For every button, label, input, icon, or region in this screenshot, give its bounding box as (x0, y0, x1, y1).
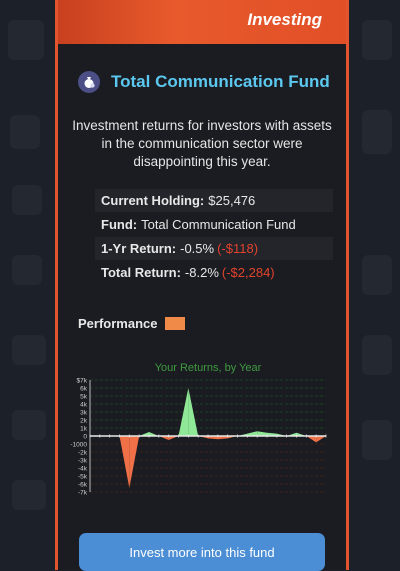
return-area-segment (267, 432, 277, 436)
performance-swatch (165, 317, 186, 330)
fund-label: Fund: (101, 217, 138, 232)
y-tick-label: 2k (80, 418, 88, 425)
header-title: Investing (247, 10, 322, 29)
fund-description: Investment returns for investors with as… (72, 118, 332, 169)
y-tick-label: -7k (78, 490, 88, 497)
chart-title: Your Returns, by Year (155, 362, 262, 374)
return-area-segment (158, 436, 169, 440)
fund-row: Fund: Total Communication Fund (95, 213, 333, 236)
return-area-segment (247, 431, 258, 436)
return-area-segment (129, 436, 140, 488)
y-tick-label: -2k (78, 450, 88, 457)
return-area-segment (306, 436, 317, 443)
return-area-segment (139, 432, 149, 436)
return-area-segment (208, 436, 218, 440)
y-tick-label: -6k (78, 482, 88, 489)
y-tick-label: 1k (80, 426, 88, 433)
return-area-segment (257, 431, 267, 436)
y-tick-label: 6k (80, 386, 88, 393)
return-area-segment (316, 436, 326, 443)
current-holding-label: Current Holding: (101, 193, 205, 208)
return-area-segment (188, 388, 199, 436)
one-year-return-amount: (-$118) (217, 241, 259, 256)
performance-legend: Performance (78, 316, 186, 331)
performance-label: Performance (78, 316, 158, 331)
one-year-return-row: 1-Yr Return: -0.5% (-$118) (95, 237, 333, 260)
fund-detail-panel: Investing Total Communication Fund Inves… (55, 0, 349, 571)
y-tick-label: -1000 (70, 442, 87, 449)
current-holding-row: Current Holding: $25,476 (95, 189, 333, 212)
y-tick-label: -4k (78, 466, 88, 473)
one-year-return-pct: -0.5% (180, 241, 215, 256)
return-area-segment (286, 432, 297, 436)
y-tick-label: 4k (80, 402, 88, 409)
money-bag-icon (78, 71, 100, 93)
total-return-pct: -8.2% (184, 265, 219, 280)
total-return-label: Total Return: (101, 265, 181, 280)
fund-value: Total Communication Fund (141, 217, 296, 232)
fund-title: Total Communication Fund (111, 72, 330, 91)
y-tick-label: $7k (77, 378, 88, 385)
y-tick-label: 5k (80, 394, 88, 401)
invest-more-button[interactable]: Invest more into this fund (79, 533, 325, 571)
return-area-segment (217, 436, 228, 440)
y-tick-label: 0 (83, 434, 87, 441)
return-area-segment (296, 432, 307, 436)
fund-heading: Total Communication Fund (78, 71, 330, 93)
total-return-row: Total Return: -8.2% (-$2,284) (95, 261, 333, 284)
return-area-segment (178, 388, 189, 436)
y-tick-label: 3k (80, 410, 88, 417)
total-return-amount: (-$2,284) (221, 265, 275, 280)
return-area-segment (149, 432, 159, 436)
return-area-segment (119, 436, 130, 488)
y-tick-label: -3k (78, 458, 88, 465)
y-tick-label: -5k (78, 474, 88, 481)
returns-chart: Your Returns, by Year $7k6k5k4k3k2k1k0-10… (70, 362, 327, 497)
current-holding-value: $25,476 (208, 193, 256, 208)
one-year-return-label: 1-Yr Return: (101, 241, 177, 256)
panel-header: Investing (58, 0, 346, 44)
